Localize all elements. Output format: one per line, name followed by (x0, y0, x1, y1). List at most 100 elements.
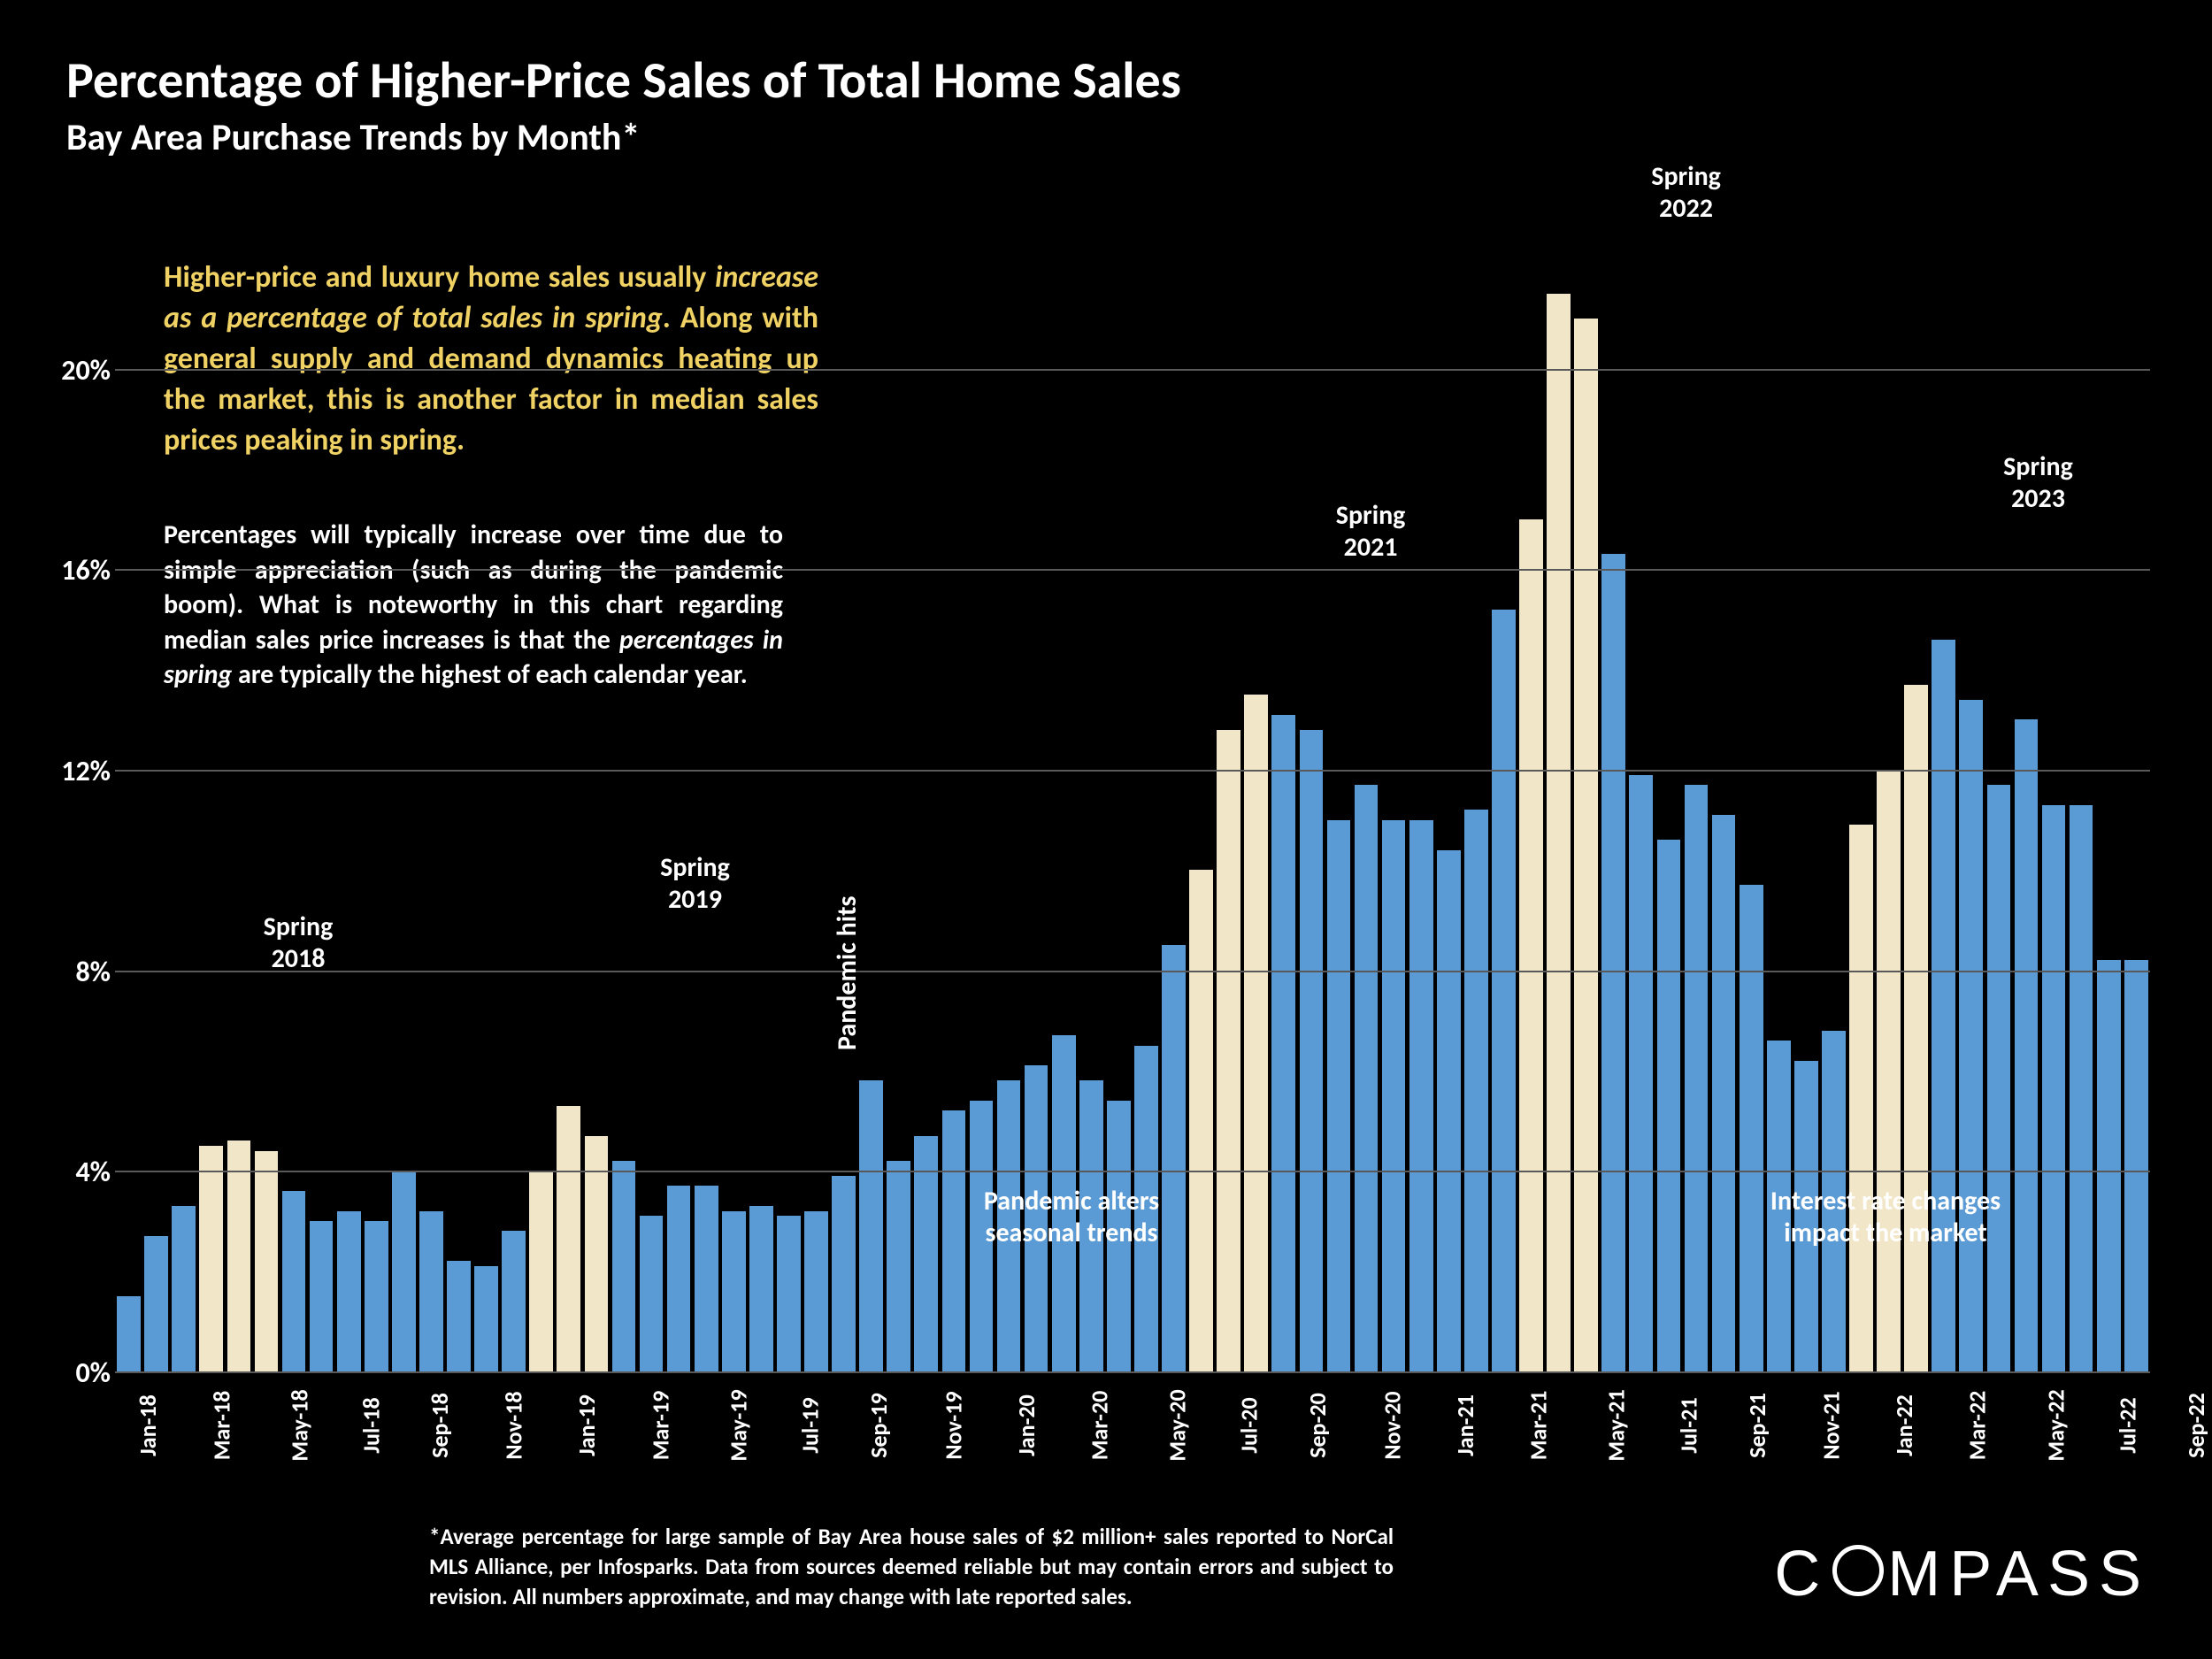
x-axis-label: Jan-18 (134, 1394, 162, 1456)
x-axis-label: Mar-20 (1085, 1391, 1113, 1461)
chart-annotation: Pandemic altersseasonal trends (948, 1186, 1195, 1249)
y-axis-label: 4% (40, 1155, 111, 1189)
bar (695, 1186, 718, 1371)
bar (804, 1211, 828, 1371)
bar (117, 1296, 141, 1371)
x-axis-label: Nov-18 (500, 1391, 528, 1459)
chart-subtitle: Bay Area Purchase Trends by Month* (66, 115, 640, 160)
bar (667, 1186, 691, 1371)
bar (1327, 820, 1351, 1371)
chart-annotation: Spring2022 (1563, 161, 1810, 225)
bar (1629, 775, 1653, 1371)
bar (1409, 820, 1433, 1371)
x-axis-label: Sep-22 (2182, 1393, 2210, 1458)
x-axis-labels: Jan-18Mar-18May-18Jul-18Sep-18Nov-18Jan-… (115, 1380, 2150, 1409)
bar (1574, 319, 1598, 1371)
x-axis-label: Sep-19 (864, 1393, 893, 1458)
bar (144, 1236, 168, 1371)
chart-annotation: Spring2019 (572, 852, 819, 916)
bar (255, 1151, 279, 1371)
bar (337, 1211, 361, 1371)
bar (640, 1216, 664, 1371)
footnote: *Average percentage for large sample of … (429, 1522, 1394, 1611)
x-axis-label: Nov-20 (1378, 1391, 1406, 1459)
bar (1271, 715, 1295, 1371)
bar (749, 1206, 773, 1371)
bar (529, 1171, 553, 1371)
bar (1877, 770, 1901, 1371)
bar (1657, 840, 1681, 1371)
bar (474, 1266, 498, 1371)
bar (227, 1141, 251, 1371)
bar (310, 1221, 334, 1371)
bar (1437, 850, 1461, 1371)
x-axis-label: Jul-22 (2113, 1397, 2141, 1453)
x-axis-label: Sep-21 (1742, 1393, 1770, 1458)
x-axis-label: May-18 (286, 1389, 314, 1461)
x-axis-label: Nov-19 (939, 1391, 967, 1459)
bar (1712, 815, 1736, 1371)
y-axis-label: 12% (40, 754, 111, 788)
bar (1904, 685, 1928, 1371)
x-axis-label: Jul-21 (1674, 1397, 1702, 1453)
bar (172, 1206, 196, 1371)
gridline (115, 369, 2150, 371)
bar (1300, 730, 1324, 1371)
bar (1492, 610, 1516, 1371)
x-axis-label: Jul-18 (357, 1397, 386, 1453)
bar (1849, 825, 1873, 1371)
bar (1355, 785, 1379, 1371)
y-axis-label: 20% (40, 353, 111, 388)
chart-annotation: Spring2023 (1915, 451, 2162, 515)
x-axis-label: Jul-19 (796, 1397, 825, 1453)
bar (1601, 554, 1625, 1371)
gridline (115, 569, 2150, 571)
bar (1685, 785, 1709, 1371)
x-axis-label: Mar-18 (207, 1391, 235, 1461)
x-axis-label: Jul-20 (1235, 1397, 1263, 1453)
bar (2097, 960, 2121, 1371)
gridline (115, 770, 2150, 772)
gridline (115, 1371, 2150, 1373)
y-axis-label: 8% (40, 955, 111, 989)
x-axis-label: Jan-22 (1890, 1394, 1918, 1456)
bar (2042, 805, 2066, 1371)
bar (365, 1221, 388, 1371)
x-axis-label: May-20 (1164, 1389, 1192, 1461)
bar (1244, 695, 1268, 1371)
bar (612, 1161, 636, 1371)
x-axis-label: Jan-21 (1451, 1394, 1479, 1456)
bar (1217, 730, 1240, 1371)
x-axis-label: May-19 (725, 1389, 753, 1461)
bar (777, 1216, 801, 1371)
bar (1189, 870, 1213, 1371)
chart-annotation: Spring2021 (1247, 500, 1494, 564)
bar (419, 1211, 443, 1371)
x-axis-label: Mar-19 (646, 1391, 674, 1461)
bar (557, 1106, 580, 1371)
chart-annotation: Interest rate changesimpact the market (1762, 1186, 2009, 1249)
bar (447, 1261, 471, 1371)
x-axis-label: May-21 (1602, 1389, 1631, 1461)
bar (2015, 719, 2039, 1371)
bar (1519, 519, 1543, 1371)
logo-circle-icon (1832, 1545, 1884, 1596)
chart-annotation-vertical: Pandemic hits (831, 896, 864, 1050)
bar (859, 1080, 883, 1371)
bar (722, 1211, 746, 1371)
x-axis-label: Sep-20 (1303, 1393, 1332, 1458)
bar (832, 1176, 856, 1371)
bar (1547, 294, 1571, 1371)
x-axis-label: May-22 (2041, 1389, 2070, 1461)
bar (1464, 810, 1488, 1371)
bar (1932, 640, 1955, 1371)
logo-letters-mpass: MPASS (1887, 1538, 2150, 1610)
x-axis-label: Jan-20 (1011, 1394, 1040, 1456)
bar (2124, 960, 2148, 1371)
bar (392, 1171, 416, 1371)
bar (1382, 820, 1406, 1371)
gridline (115, 1171, 2150, 1172)
bar (1740, 885, 1763, 1371)
bar (282, 1191, 306, 1371)
bar (502, 1231, 526, 1371)
